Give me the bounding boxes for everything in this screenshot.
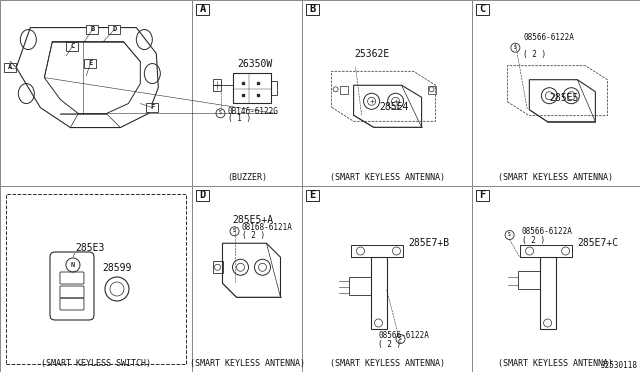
Text: D: D	[112, 26, 116, 32]
Text: S: S	[219, 110, 222, 115]
Text: 285E5: 285E5	[550, 93, 579, 103]
Text: 08168-6121A: 08168-6121A	[241, 223, 292, 232]
Bar	[4, 62, 17, 71]
Bar	[212, 261, 223, 273]
Text: (SMART KEYLESS SWITCH): (SMART KEYLESS SWITCH)	[41, 359, 151, 368]
Text: (SMART KEYLESS ANTENNA): (SMART KEYLESS ANTENNA)	[189, 359, 305, 368]
Bar	[371, 257, 387, 329]
Bar	[340, 86, 348, 94]
Bar	[520, 245, 572, 257]
Bar	[306, 4, 319, 15]
Text: ( 2 ): ( 2 )	[522, 235, 545, 244]
Text: ( 2 ): ( 2 )	[241, 231, 264, 240]
Bar	[147, 103, 158, 112]
Text: F: F	[150, 104, 154, 110]
Bar	[0, 186, 192, 372]
Bar	[306, 190, 319, 201]
Text: S: S	[399, 336, 402, 341]
Text: 0B146-6122G: 0B146-6122G	[227, 107, 278, 116]
Bar	[192, 0, 302, 186]
Bar	[472, 0, 640, 186]
Text: F: F	[479, 190, 486, 201]
Text: (SMART KEYLESS ANTENNA): (SMART KEYLESS ANTENNA)	[330, 359, 445, 368]
Bar	[0, 0, 192, 186]
Text: 25362E: 25362E	[354, 49, 389, 59]
Text: E: E	[88, 60, 92, 66]
Text: N: N	[71, 262, 75, 268]
Text: 26350W: 26350W	[237, 59, 272, 69]
Bar	[540, 257, 556, 329]
Bar	[84, 58, 97, 68]
Bar	[6, 194, 186, 364]
Text: ( 2 ): ( 2 )	[524, 50, 547, 59]
Bar	[476, 190, 489, 201]
Text: 285E5+A: 285E5+A	[232, 215, 273, 225]
Text: A: A	[200, 4, 205, 15]
Text: (SMART KEYLESS ANTENNA): (SMART KEYLESS ANTENNA)	[499, 359, 614, 368]
Text: A: A	[8, 64, 12, 70]
Text: (SMART KEYLESS ANTENNA): (SMART KEYLESS ANTENNA)	[330, 173, 445, 182]
Bar	[67, 42, 78, 51]
Bar	[212, 79, 221, 91]
Text: D: D	[200, 190, 205, 201]
Bar	[196, 190, 209, 201]
Text: S: S	[233, 228, 236, 234]
Text: ( 2 ): ( 2 )	[378, 340, 402, 349]
Bar	[232, 73, 271, 103]
Bar	[476, 4, 489, 15]
Text: 285E3: 285E3	[75, 243, 104, 253]
Bar	[271, 81, 276, 95]
Text: ( 1 ): ( 1 )	[227, 114, 251, 123]
Text: S: S	[514, 45, 516, 50]
Bar	[302, 186, 472, 372]
Text: S: S	[508, 232, 511, 237]
Text: B: B	[90, 26, 95, 32]
Bar	[428, 86, 436, 94]
Text: (SMART KEYLESS ANTENNA): (SMART KEYLESS ANTENNA)	[499, 173, 614, 182]
Text: 285E7+C: 285E7+C	[578, 238, 619, 248]
Bar	[192, 186, 302, 372]
Text: E: E	[309, 190, 316, 201]
Text: 08566-6122A: 08566-6122A	[522, 227, 572, 235]
Text: 285E7+B: 285E7+B	[408, 238, 450, 248]
Text: (BUZZER): (BUZZER)	[227, 173, 267, 182]
Text: 285E4: 285E4	[379, 102, 408, 112]
Text: 08566-6122A: 08566-6122A	[524, 33, 574, 42]
Text: 08566-6122A: 08566-6122A	[378, 330, 429, 340]
Bar	[196, 4, 209, 15]
Text: C: C	[479, 4, 486, 15]
Bar	[349, 277, 371, 295]
Text: B: B	[309, 4, 316, 15]
Text: 28599: 28599	[102, 263, 132, 273]
Bar	[302, 0, 472, 186]
Bar	[108, 25, 120, 33]
Bar	[472, 186, 640, 372]
Bar	[86, 25, 99, 33]
Text: C: C	[70, 43, 74, 49]
Bar	[351, 245, 403, 257]
Bar	[518, 271, 540, 289]
Text: J2530118: J2530118	[601, 361, 638, 370]
